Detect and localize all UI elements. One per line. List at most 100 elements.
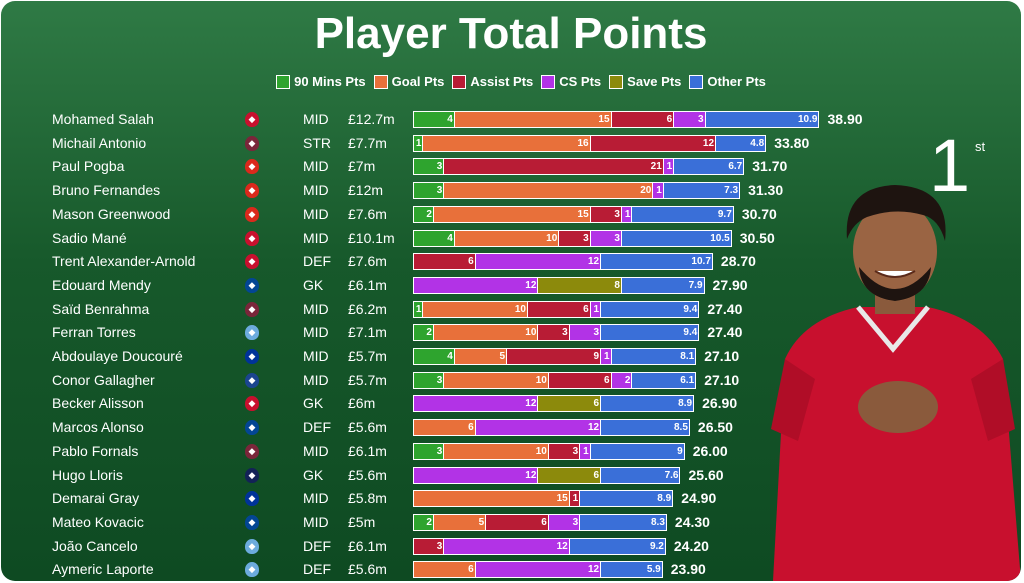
bar-segment: 21 bbox=[444, 158, 664, 176]
bar-segment: 3 bbox=[559, 229, 591, 247]
stacked-bar: 6 12 8.5 bbox=[413, 419, 690, 437]
player-row: Marcos Alonso ◆ DEF £5.6m 6 12 8.5 26.50 bbox=[1, 416, 1021, 439]
player-position: STR bbox=[303, 134, 331, 151]
player-name: Mateo Kovacic bbox=[52, 513, 144, 530]
legend-swatch bbox=[452, 74, 467, 89]
bar-segment: 1 bbox=[413, 134, 424, 152]
west-ham-crest-icon: ◆ bbox=[245, 443, 259, 459]
player-position: MID bbox=[303, 205, 329, 222]
player-row: Ferran Torres ◆ MID £7.1m 2 10 3 3 9.4 27.40 bbox=[1, 321, 1021, 344]
bar-segment: 3 bbox=[548, 442, 581, 460]
bar-segment: 4.8 bbox=[716, 134, 767, 152]
player-name: Pablo Fornals bbox=[52, 442, 139, 459]
player-position: MID bbox=[303, 182, 329, 199]
bar-segment: 1 bbox=[580, 442, 591, 460]
liverpool-crest-icon: ◆ bbox=[245, 396, 259, 412]
player-price: £10.1m bbox=[348, 229, 395, 246]
player-name: Mason Greenwood bbox=[52, 205, 171, 222]
bar-segment: 7.6 bbox=[601, 466, 681, 484]
bar-segment: 6 bbox=[413, 419, 476, 437]
total-points-label: 28.70 bbox=[720, 253, 756, 270]
bar-segment: 5 bbox=[433, 513, 487, 531]
stacked-bar: 3 12 9.2 bbox=[413, 537, 666, 555]
crystal-palace-crest-icon: ◆ bbox=[245, 372, 259, 388]
bar-segment: 1 bbox=[413, 300, 424, 318]
player-name: Saïd Benrahma bbox=[52, 300, 150, 317]
total-points-label: 38.90 bbox=[827, 111, 863, 127]
player-position: MID bbox=[303, 300, 329, 317]
player-name: Becker Alisson bbox=[52, 395, 144, 412]
total-points-label: 27.40 bbox=[707, 324, 743, 341]
player-row: Hugo Lloris ◆ GK £5.6m 12 6 7.6 25.60 bbox=[1, 464, 1021, 487]
bar-segment: 10.9 bbox=[705, 111, 820, 128]
legend-swatch bbox=[373, 74, 388, 89]
legend-swatch bbox=[689, 74, 704, 89]
bar-segment: 2 bbox=[611, 371, 633, 389]
bar-segment: 1 bbox=[653, 182, 664, 200]
rank-number: 1 bbox=[929, 124, 971, 207]
man-city-crest-icon: ◆ bbox=[245, 538, 259, 554]
everton-crest-icon: ◆ bbox=[245, 349, 259, 364]
player-price: £6.1m bbox=[348, 537, 387, 554]
stacked-bar: 3 20 1 7.3 bbox=[413, 182, 741, 200]
bar-segment: 15 bbox=[413, 490, 570, 508]
stacked-bar: 12 8 7.9 bbox=[413, 276, 705, 294]
player-position: DEF bbox=[303, 561, 331, 578]
player-name: Edouard Mendy bbox=[52, 276, 151, 293]
bar-segment: 9 bbox=[590, 442, 685, 460]
player-position: GK bbox=[303, 466, 324, 483]
player-name: Abdoulaye Doucouré bbox=[52, 348, 183, 364]
bar-segment: 8.5 bbox=[601, 419, 690, 437]
tottenham-crest-icon: ◆ bbox=[245, 467, 259, 483]
player-position: MID bbox=[303, 490, 329, 507]
stacked-bar: 1 10 6 1 9.4 bbox=[413, 300, 700, 318]
man-city-crest-icon: ◆ bbox=[245, 325, 259, 341]
player-row: Abdoulaye Doucouré ◆ MID £5.7m 4 5 9 1 8.1 27.10 bbox=[1, 345, 1021, 368]
player-position: GK bbox=[303, 395, 324, 412]
total-points-label: 24.20 bbox=[673, 537, 709, 554]
player-row: Michail Antonio ◆ STR £7.7m 1 16 12 4.8 33.80 bbox=[1, 132, 1021, 155]
player-name: Mohamed Salah bbox=[52, 111, 154, 127]
bar-segment: 6 bbox=[538, 395, 602, 413]
legend-label: Assist Pts bbox=[470, 74, 534, 89]
bar-segment: 6 bbox=[486, 513, 549, 531]
bar-segment: 6.7 bbox=[674, 158, 745, 176]
bar-segment: 10 bbox=[454, 229, 560, 247]
total-points-label: 24.90 bbox=[681, 490, 717, 507]
bar-segment: 10.5 bbox=[621, 229, 732, 247]
player-price: £6.1m bbox=[348, 276, 387, 293]
bar-segment: 10 bbox=[444, 442, 549, 460]
player-position: MID bbox=[303, 324, 329, 341]
bar-segment: 2 bbox=[413, 513, 434, 531]
bar-segment: 3 bbox=[413, 442, 445, 460]
bar-segment: 12 bbox=[590, 134, 717, 152]
bar-segment: 8.1 bbox=[611, 348, 697, 365]
player-price: £7.1m bbox=[348, 324, 387, 341]
bar-segment: 6 bbox=[413, 253, 476, 271]
bar-segment: 12 bbox=[475, 253, 602, 271]
stacked-bar: 12 6 8.9 bbox=[413, 395, 695, 413]
total-points-label: 31.70 bbox=[752, 158, 788, 175]
bar-segment: 5.9 bbox=[601, 561, 663, 579]
total-points-label: 27.90 bbox=[712, 276, 748, 293]
player-price: £7.6m bbox=[348, 253, 387, 270]
player-name: Aymeric Laporte bbox=[52, 561, 154, 578]
bar-segment: 8.9 bbox=[580, 490, 674, 508]
player-row: Aymeric Laporte ◆ DEF £5.6m 6 12 5.9 23.90 bbox=[1, 558, 1021, 581]
bar-segment: 4 bbox=[413, 348, 455, 365]
bar-segment: 3 bbox=[413, 182, 445, 200]
bar-segment: 1 bbox=[621, 205, 633, 223]
player-name: Trent Alexander-Arnold bbox=[52, 253, 196, 270]
player-name: Demarai Gray bbox=[52, 490, 140, 507]
stacked-bar: 4 10 3 3 10.5 bbox=[413, 229, 732, 247]
bar-segment: 9.2 bbox=[569, 537, 666, 555]
liverpool-crest-icon: ◆ bbox=[245, 230, 259, 246]
player-name: Sadio Mané bbox=[52, 229, 127, 246]
total-points-label: 26.90 bbox=[702, 395, 738, 412]
bar-segment: 3 bbox=[413, 537, 445, 555]
total-points-label: 25.60 bbox=[688, 466, 724, 483]
bar-segment: 4 bbox=[413, 111, 455, 128]
player-price: £6m bbox=[348, 395, 376, 412]
stacked-bar: 6 12 5.9 bbox=[413, 561, 663, 579]
